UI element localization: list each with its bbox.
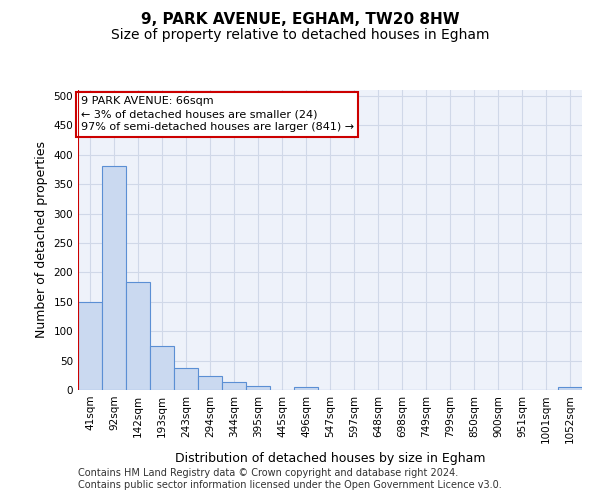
Bar [222,382,246,390]
Text: Contains HM Land Registry data © Crown copyright and database right 2024.: Contains HM Land Registry data © Crown c… [78,468,458,477]
Text: 9, PARK AVENUE, EGHAM, TW20 8HW: 9, PARK AVENUE, EGHAM, TW20 8HW [140,12,460,28]
Bar [246,386,270,390]
Y-axis label: Number of detached properties: Number of detached properties [35,142,48,338]
Bar [558,387,582,390]
Text: Contains public sector information licensed under the Open Government Licence v3: Contains public sector information licen… [78,480,502,490]
Bar [198,376,222,390]
Bar [174,368,198,390]
X-axis label: Distribution of detached houses by size in Egham: Distribution of detached houses by size … [175,452,485,465]
Bar [78,302,102,390]
Bar [294,387,318,390]
Bar [150,346,174,390]
Text: 9 PARK AVENUE: 66sqm
← 3% of detached houses are smaller (24)
97% of semi-detach: 9 PARK AVENUE: 66sqm ← 3% of detached ho… [80,96,353,132]
Bar [126,282,150,390]
Text: Size of property relative to detached houses in Egham: Size of property relative to detached ho… [111,28,489,42]
Bar [102,166,126,390]
